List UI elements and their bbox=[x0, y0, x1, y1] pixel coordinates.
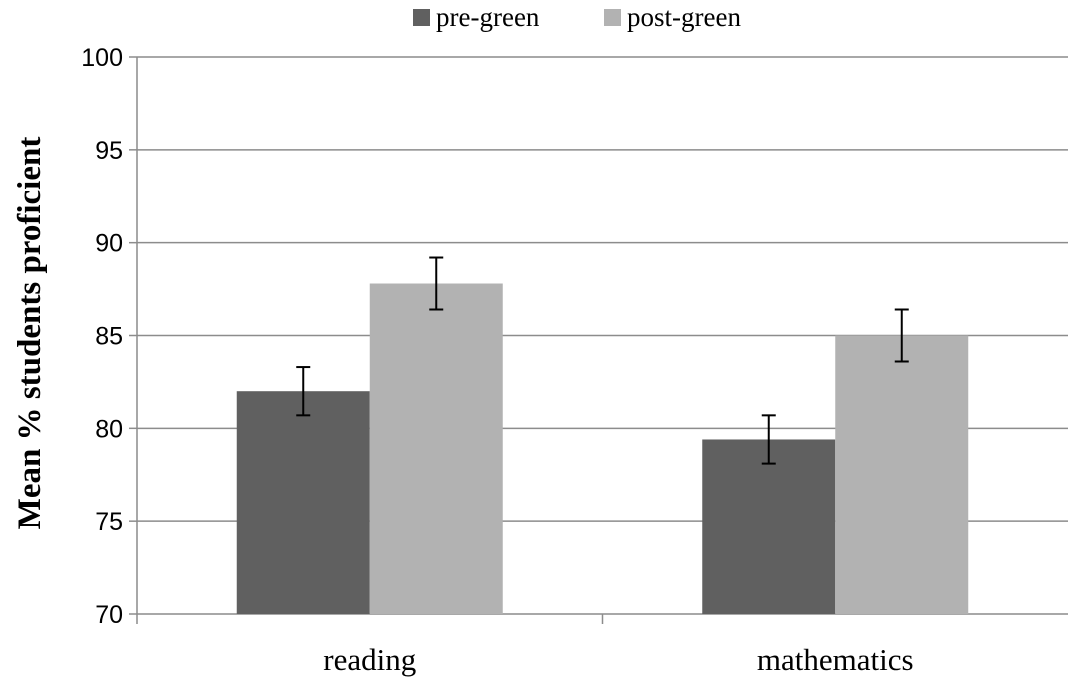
legend-swatch-pre-green bbox=[413, 9, 430, 26]
category-label: mathematics bbox=[757, 642, 914, 677]
y-tick-label: 100 bbox=[81, 44, 123, 72]
y-tick-label: 85 bbox=[95, 323, 123, 351]
bars bbox=[236, 283, 969, 614]
legend-label-pre-green: pre-green bbox=[436, 2, 540, 32]
legend: pre-green post-green bbox=[413, 2, 741, 32]
y-axis-title: Mean % students proficient bbox=[12, 137, 48, 530]
axis-labels: 70 75 80 85 90 95 100 reading mathematics bbox=[81, 44, 913, 677]
y-tick-label: 80 bbox=[95, 415, 123, 443]
bar-post-green-reading bbox=[369, 283, 503, 614]
error-bars bbox=[296, 256, 909, 465]
y-tick-label: 90 bbox=[95, 230, 123, 258]
category-label: reading bbox=[323, 642, 416, 677]
legend-swatch-post-green bbox=[604, 9, 621, 26]
bar-pre-green-mathematics bbox=[702, 439, 836, 614]
y-tick-label: 95 bbox=[95, 137, 123, 165]
legend-label-post-green: post-green bbox=[627, 2, 741, 32]
y-tick-label: 70 bbox=[95, 601, 123, 629]
y-tick-label: 75 bbox=[95, 508, 123, 536]
bar-post-green-mathematics bbox=[835, 335, 969, 614]
bar-pre-green-reading bbox=[236, 391, 370, 614]
